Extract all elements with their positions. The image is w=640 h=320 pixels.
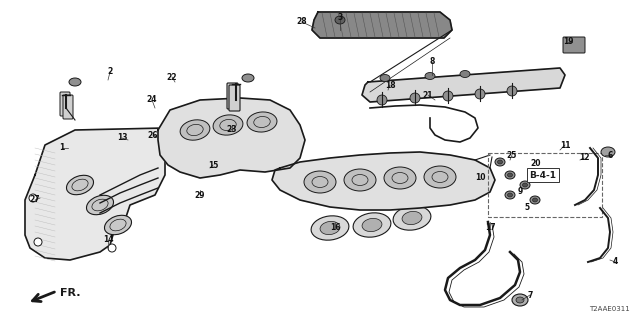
Ellipse shape: [505, 171, 515, 179]
Ellipse shape: [242, 74, 254, 82]
Text: 14: 14: [103, 236, 113, 244]
Circle shape: [34, 238, 42, 246]
Ellipse shape: [69, 78, 81, 86]
Ellipse shape: [344, 169, 376, 191]
Text: T2AAE0311: T2AAE0311: [589, 306, 630, 312]
Text: 4: 4: [612, 258, 618, 267]
Text: 20: 20: [531, 158, 541, 167]
Text: 22: 22: [167, 73, 177, 82]
Text: 21: 21: [423, 91, 433, 100]
Ellipse shape: [86, 195, 113, 215]
Text: 2: 2: [108, 68, 113, 76]
Text: 10: 10: [475, 173, 485, 182]
Ellipse shape: [320, 221, 340, 235]
Ellipse shape: [508, 173, 513, 177]
Text: B-4-1: B-4-1: [529, 171, 557, 180]
Text: 11: 11: [560, 140, 570, 149]
Text: 18: 18: [385, 81, 396, 90]
Ellipse shape: [402, 212, 422, 225]
Ellipse shape: [425, 73, 435, 79]
Circle shape: [507, 86, 517, 96]
Ellipse shape: [424, 166, 456, 188]
Circle shape: [475, 89, 485, 99]
Text: 27: 27: [29, 196, 40, 204]
Text: 19: 19: [563, 37, 573, 46]
Text: 8: 8: [429, 58, 435, 67]
Ellipse shape: [532, 198, 538, 202]
Ellipse shape: [335, 16, 345, 24]
Ellipse shape: [180, 120, 210, 140]
FancyBboxPatch shape: [227, 83, 238, 109]
Ellipse shape: [213, 115, 243, 135]
Circle shape: [29, 194, 37, 202]
Text: 6: 6: [607, 150, 612, 159]
Ellipse shape: [393, 206, 431, 230]
Text: 3: 3: [337, 13, 342, 22]
Ellipse shape: [601, 147, 615, 157]
Polygon shape: [25, 128, 185, 260]
Ellipse shape: [522, 183, 527, 187]
Text: 26: 26: [148, 131, 158, 140]
Circle shape: [410, 93, 420, 103]
FancyBboxPatch shape: [563, 37, 585, 53]
FancyBboxPatch shape: [229, 85, 240, 111]
Ellipse shape: [520, 181, 530, 189]
FancyBboxPatch shape: [60, 92, 70, 116]
Text: 5: 5: [524, 204, 529, 212]
Text: 23: 23: [227, 125, 237, 134]
Circle shape: [443, 91, 453, 101]
Text: 29: 29: [195, 190, 205, 199]
Ellipse shape: [505, 191, 515, 199]
Polygon shape: [312, 12, 452, 38]
Ellipse shape: [384, 167, 416, 189]
Polygon shape: [362, 68, 565, 102]
Ellipse shape: [508, 193, 513, 197]
Text: 13: 13: [116, 133, 127, 142]
Ellipse shape: [495, 158, 505, 166]
FancyBboxPatch shape: [63, 95, 73, 119]
Ellipse shape: [353, 213, 391, 237]
Circle shape: [377, 95, 387, 105]
Ellipse shape: [67, 175, 93, 195]
Text: FR.: FR.: [60, 288, 81, 298]
Ellipse shape: [362, 219, 382, 232]
Ellipse shape: [460, 70, 470, 77]
Ellipse shape: [516, 297, 524, 303]
Ellipse shape: [530, 196, 540, 204]
Text: 7: 7: [527, 291, 532, 300]
Text: 17: 17: [484, 223, 495, 233]
Text: 24: 24: [147, 95, 157, 105]
Ellipse shape: [512, 294, 528, 306]
Ellipse shape: [104, 215, 131, 235]
Text: 12: 12: [579, 154, 589, 163]
Ellipse shape: [380, 75, 390, 82]
Ellipse shape: [247, 112, 277, 132]
Text: 25: 25: [507, 150, 517, 159]
Text: 16: 16: [330, 223, 340, 233]
Polygon shape: [158, 98, 305, 178]
Circle shape: [108, 244, 116, 252]
Text: 1: 1: [60, 143, 65, 153]
Polygon shape: [272, 152, 495, 210]
Text: 15: 15: [208, 161, 218, 170]
Ellipse shape: [311, 216, 349, 240]
Ellipse shape: [304, 171, 336, 193]
Ellipse shape: [497, 160, 502, 164]
Text: 28: 28: [297, 18, 307, 27]
Text: 9: 9: [517, 188, 523, 196]
